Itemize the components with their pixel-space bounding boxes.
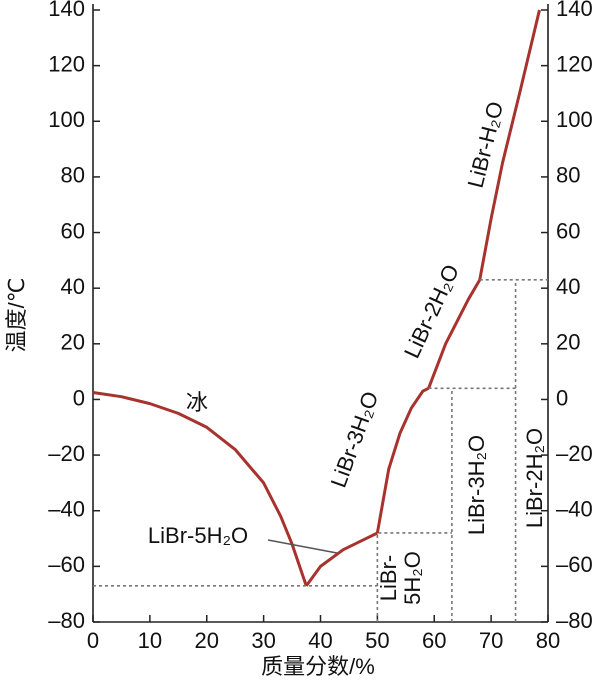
y-tick-label: –40	[48, 497, 85, 522]
y2-tick-label: 40	[556, 274, 580, 299]
annotation: 5H₂O	[400, 551, 425, 605]
x-tick-label: 60	[422, 628, 446, 653]
x-axis-label: 质量分数/%	[261, 654, 375, 679]
y-tick-label: 140	[48, 0, 85, 21]
y2-tick-label: 100	[556, 107, 593, 132]
phase-curve	[478, 9, 541, 281]
x-tick-label: 50	[365, 628, 389, 653]
x-tick-label: 80	[536, 628, 560, 653]
annotation: 冰	[186, 390, 208, 415]
annotation: LiBr-5H₂O	[148, 523, 248, 548]
annotation: LiBr-2H₂O	[399, 261, 464, 362]
reference-line	[376, 532, 452, 622]
y-tick-label: 80	[61, 163, 85, 188]
y2-tick-label: 120	[556, 51, 593, 76]
annotation: LiBr-H₂O	[463, 99, 509, 190]
y-axis-label: 温度/℃	[4, 278, 29, 353]
y2-tick-label: 140	[556, 0, 593, 21]
x-tick-label: 10	[138, 628, 162, 653]
annotation: LiBr-3H₂O	[464, 435, 489, 535]
phase-curve	[375, 386, 430, 534]
y-tick-label: –80	[48, 608, 85, 633]
phase-curve	[92, 391, 308, 587]
y-tick-label: 60	[61, 218, 85, 243]
y2-tick-label: –20	[556, 441, 593, 466]
y2-tick-label: 60	[556, 218, 580, 243]
x-tick-label: 30	[251, 628, 275, 653]
phase-curve	[305, 531, 379, 587]
y2-tick-label: 0	[556, 385, 568, 410]
y-tick-label: –20	[48, 441, 85, 466]
annotation: LiBr-2H₂O	[522, 428, 547, 528]
y2-tick-label: –80	[556, 608, 593, 633]
y-tick-label: 120	[48, 51, 85, 76]
y-tick-label: 20	[61, 330, 85, 355]
y2-tick-label: 80	[556, 163, 580, 188]
leader-line	[267, 539, 338, 554]
x-tick-label: 20	[195, 628, 219, 653]
annotation: LiBr-	[376, 555, 401, 601]
phase-curve	[427, 279, 482, 389]
y2-tick-label: –60	[556, 552, 593, 577]
x-tick-label: 0	[87, 628, 99, 653]
y2-tick-label: –40	[556, 497, 593, 522]
y2-tick-label: 20	[556, 330, 580, 355]
annotation: LiBr-3H₂O	[326, 388, 384, 491]
y-tick-label: 40	[61, 274, 85, 299]
y-tick-label: 100	[48, 107, 85, 132]
x-tick-label: 40	[308, 628, 332, 653]
y-tick-label: –60	[48, 552, 85, 577]
y-tick-label: 0	[73, 385, 85, 410]
x-tick-label: 70	[479, 628, 503, 653]
